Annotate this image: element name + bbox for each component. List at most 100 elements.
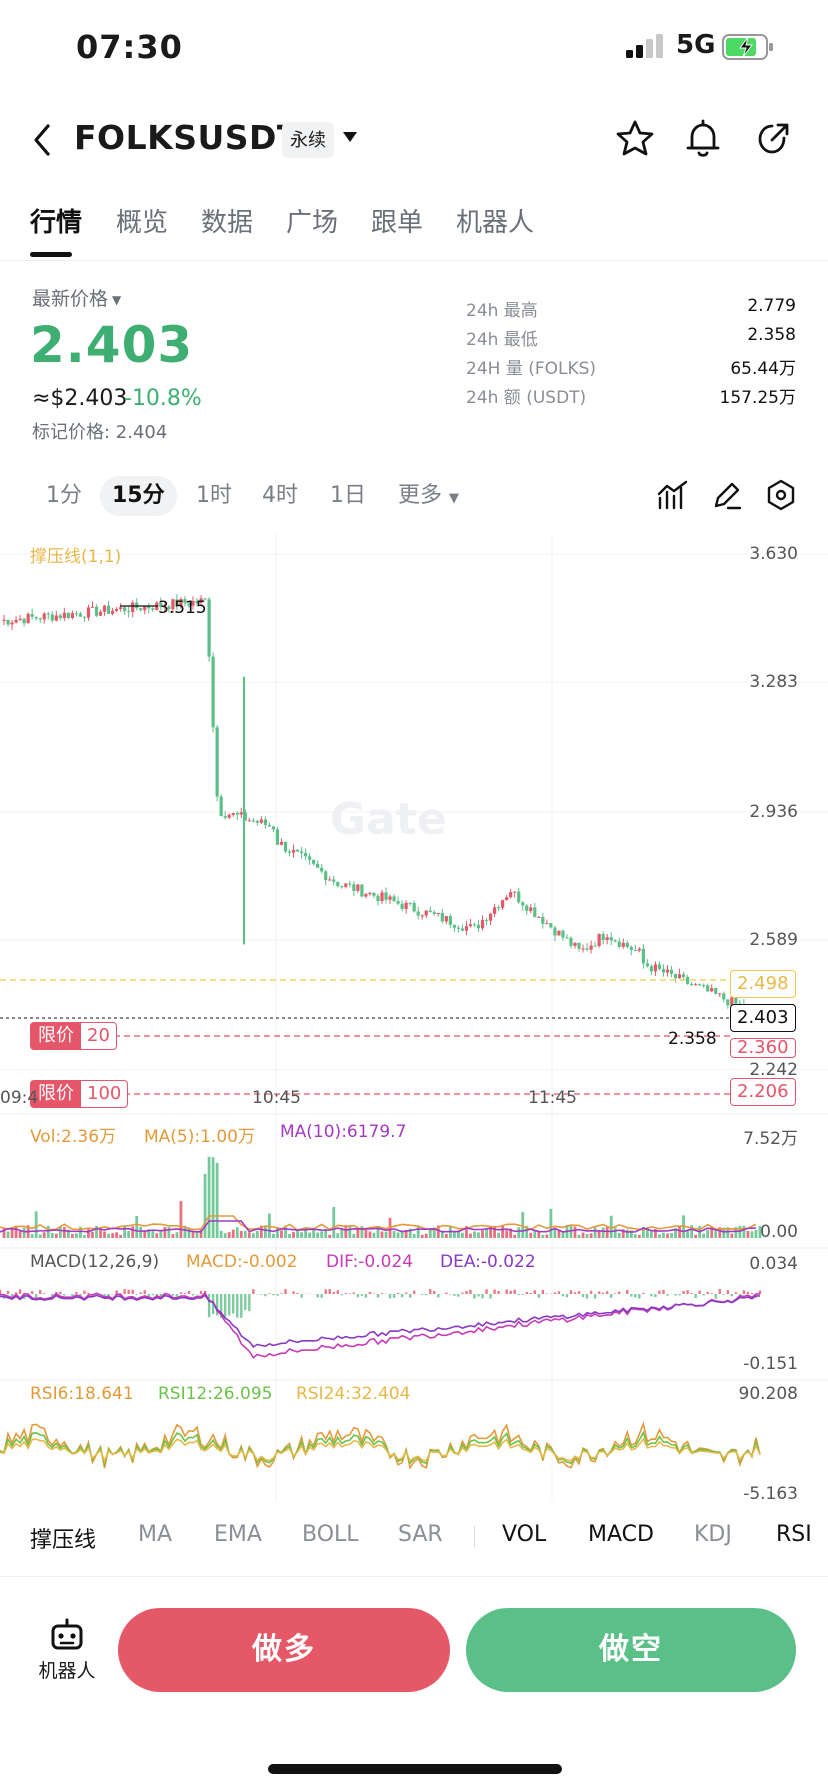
- volume-bar: [368, 1231, 372, 1238]
- candle-body: [408, 902, 412, 904]
- macd-histogram: [159, 1294, 163, 1297]
- candle-body: [34, 616, 38, 619]
- macd-histogram: [34, 1294, 38, 1299]
- volume-bar: [432, 1227, 436, 1238]
- indicator-chart-icon[interactable]: [656, 478, 690, 512]
- share-icon[interactable]: [750, 116, 796, 162]
- stat-label: 24h 最低: [466, 330, 538, 350]
- candles: [2, 593, 762, 1020]
- candle-body: [577, 942, 581, 949]
- candle-body: [384, 892, 388, 900]
- volume-bar: [485, 1229, 488, 1238]
- indicator-support-resistance[interactable]: 撑压线: [30, 1528, 97, 1553]
- candle-body: [312, 859, 316, 864]
- symbol-title[interactable]: FOLKSUSDT: [74, 118, 300, 157]
- volume-bar: [742, 1225, 746, 1238]
- status-bar: 07:30 5G: [0, 0, 828, 96]
- tab-copy-trade[interactable]: 跟单: [371, 208, 424, 238]
- interval-1h[interactable]: 1时: [196, 483, 232, 508]
- candle-body: [581, 948, 585, 950]
- volume-bar: [617, 1232, 621, 1238]
- macd-histogram: [63, 1294, 66, 1296]
- indicator-ma[interactable]: MA: [138, 1522, 173, 1547]
- volume-bar: [529, 1232, 533, 1238]
- contract-type-badge[interactable]: 永续: [282, 122, 334, 158]
- candle-body: [440, 912, 444, 922]
- indicator-boll[interactable]: BOLL: [302, 1522, 359, 1547]
- low-price-marker: 2.358: [668, 1029, 717, 1049]
- last-price-label[interactable]: 最新价格 ▼: [32, 284, 121, 311]
- indicator-macd[interactable]: MACD: [588, 1522, 654, 1547]
- chart-canvas[interactable]: Gate: [0, 534, 828, 1502]
- interval-more[interactable]: 更多 ▼: [386, 476, 471, 516]
- volume-bar: [203, 1173, 207, 1238]
- kline-chart[interactable]: Gate 撑压线(1,1) 3.630 3.283 2.936 2.589 2.…: [0, 534, 828, 1504]
- candle-body: [78, 613, 83, 617]
- candle-body: [344, 883, 348, 887]
- candle-body: [468, 924, 473, 927]
- interval-4h[interactable]: 4时: [262, 483, 298, 508]
- back-arrow-icon[interactable]: [28, 120, 58, 160]
- candle-body: [424, 910, 428, 916]
- candle-body: [677, 974, 682, 979]
- volume-bar: [436, 1225, 440, 1238]
- candle-body: [653, 964, 658, 972]
- macd-histogram: [694, 1294, 697, 1299]
- macd-histogram: [316, 1294, 319, 1298]
- indicator-ema[interactable]: EMA: [214, 1522, 262, 1547]
- candle-body: [698, 984, 702, 986]
- rsi-axis-top: 90.208: [738, 1384, 798, 1404]
- settings-hexagon-icon[interactable]: [764, 478, 798, 512]
- limit-order-price-tag: 2.206: [730, 1078, 796, 1106]
- tab-data[interactable]: 数据: [201, 208, 254, 238]
- macd-histogram: [682, 1291, 685, 1294]
- limit-order-tag[interactable]: 限价 20: [30, 1022, 117, 1050]
- volume-bar: [360, 1226, 364, 1238]
- volume-bar: [304, 1227, 307, 1238]
- symbol-dropdown-icon[interactable]: [342, 130, 358, 144]
- order-qty: 100: [80, 1080, 129, 1108]
- tab-square[interactable]: 广场: [286, 208, 339, 238]
- candle-body: [283, 841, 288, 852]
- indicator-sar[interactable]: SAR: [398, 1522, 443, 1547]
- indicator-vol[interactable]: VOL: [502, 1522, 547, 1547]
- interval-1d[interactable]: 1日: [330, 483, 366, 508]
- tab-bots[interactable]: 机器人: [456, 208, 535, 238]
- robot-entry[interactable]: 机器人: [30, 1616, 104, 1683]
- tab-market[interactable]: 行情: [30, 208, 83, 238]
- volume-bar: [589, 1233, 593, 1238]
- volume-bar: [633, 1234, 637, 1238]
- indicator-rsi[interactable]: RSI: [776, 1522, 812, 1547]
- bell-alert-icon[interactable]: [680, 116, 726, 162]
- limit-order-tag[interactable]: 限价 100: [30, 1080, 129, 1108]
- macd-dea: DEA:-0.022: [440, 1252, 536, 1272]
- mark-price: 标记价格: 2.404: [32, 422, 168, 443]
- stat-value: 65.44万: [730, 359, 796, 379]
- volume-bar: [167, 1227, 171, 1238]
- indicator-kdj[interactable]: KDJ: [694, 1522, 732, 1547]
- star-favorite-icon[interactable]: [612, 116, 658, 162]
- volume-bar: [645, 1226, 649, 1238]
- macd-histogram: [557, 1291, 561, 1294]
- candle-body: [199, 598, 203, 603]
- macd-histogram: [529, 1292, 532, 1294]
- buy-long-button[interactable]: 做多: [118, 1608, 450, 1692]
- candle-body: [621, 942, 625, 947]
- candle-body: [175, 599, 179, 607]
- divider: [0, 1576, 828, 1577]
- volume-bar: [557, 1229, 561, 1238]
- price-change: -10.8%: [124, 386, 202, 411]
- stats-24h: 24h 最高 2.779 24h 最低 2.358 24H 量 (FOLKS) 65.…: [466, 296, 796, 412]
- volume-bar: [143, 1230, 147, 1238]
- macd-histogram: [581, 1294, 585, 1298]
- volume-bar: [30, 1234, 34, 1238]
- current-price-tag[interactable]: 2.403: [730, 1004, 796, 1032]
- macd-title: MACD(12,26,9): [30, 1252, 160, 1272]
- macd-histogram: [710, 1293, 713, 1294]
- interval-15m[interactable]: 15分: [100, 476, 177, 516]
- interval-1m[interactable]: 1分: [46, 483, 82, 508]
- draw-pencil-icon[interactable]: [710, 478, 744, 512]
- vol-value: Vol:2.36万: [30, 1127, 117, 1147]
- tab-overview[interactable]: 概览: [116, 208, 169, 238]
- sell-short-button[interactable]: 做空: [466, 1608, 796, 1692]
